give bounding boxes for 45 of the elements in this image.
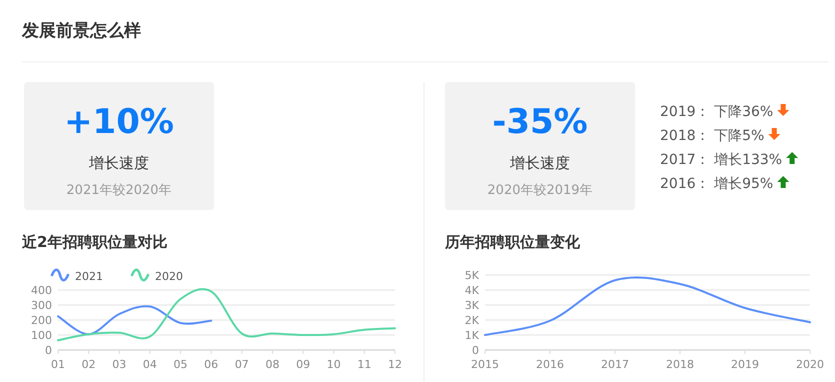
x-tick-label: 07 [234,358,249,371]
text: 2018： 下降5% [660,128,764,144]
legend-label: 2020 [155,270,183,283]
x-tick-label: 09 [296,358,310,371]
x-tick-label: 05 [174,358,188,371]
x-tick-label: 2019 [731,358,759,371]
text: 增长速度 [88,154,149,172]
text: +10% [64,102,174,142]
y-tick-label: 100 [31,329,52,342]
y-tick-label: 400 [31,284,52,297]
text: 2017： 增长133% [660,152,782,168]
x-tick-label: 11 [357,358,372,371]
text: 2020年较2019年 [487,183,593,198]
x-tick-label: 2020 [796,358,824,371]
x-tick-label: 2017 [601,358,629,371]
chart-title: 历年招聘职位量变化 [444,233,581,251]
y-tick-label: 4K [464,284,480,297]
text: 发展前景怎么样 [21,21,141,41]
chart-title: 近2年招聘职位量对比 [21,233,168,251]
legend-label: 2021 [75,270,103,283]
text: 2019： 下降36% [660,104,774,120]
text: 2021年较2020年 [66,183,172,198]
x-tick-label: 10 [326,358,341,371]
y-tick-label: 0 [45,344,52,357]
x-tick-label: 03 [112,358,126,371]
y-tick-label: 5K [464,269,480,282]
x-tick-label: 06 [204,358,218,371]
text: 增长速度 [509,154,570,172]
x-tick-label: 01 [51,358,65,371]
x-tick-label: 2015 [471,358,499,371]
text: -35% [492,102,588,142]
x-tick-label: 12 [388,358,402,371]
x-tick-label: 08 [265,358,280,371]
x-tick-label: 2016 [536,358,564,371]
line-series [57,305,212,336]
y-tick-label: 3K [464,299,480,312]
x-tick-label: 04 [142,358,157,371]
y-tick-label: 300 [31,299,52,312]
x-tick-label: 2018 [666,358,694,371]
x-tick-label: 02 [82,358,96,371]
y-tick-label: 200 [31,314,52,327]
y-tick-label: 2K [464,314,480,327]
text: 2016： 增长95% [660,176,774,192]
y-tick-label: 1K [464,329,480,342]
y-tick-label: 0 [472,344,479,357]
